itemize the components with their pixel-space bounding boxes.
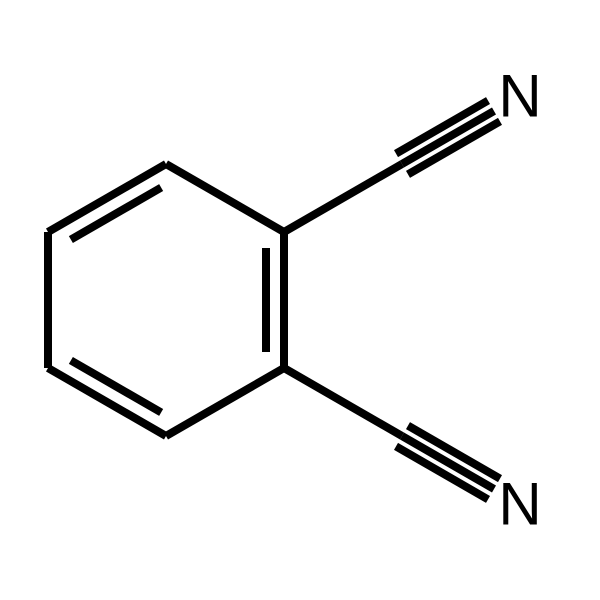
atom-label-n: N xyxy=(498,471,541,538)
bond xyxy=(166,368,284,436)
bond xyxy=(402,436,494,489)
bond xyxy=(402,111,494,164)
bond xyxy=(408,121,500,174)
molecule-diagram: NN xyxy=(0,0,600,600)
bond xyxy=(284,368,402,436)
atom-label-n: N xyxy=(498,63,541,130)
bond xyxy=(396,446,488,499)
bond xyxy=(408,426,500,479)
bond xyxy=(396,101,488,154)
bond xyxy=(166,164,284,232)
bond xyxy=(284,164,402,232)
